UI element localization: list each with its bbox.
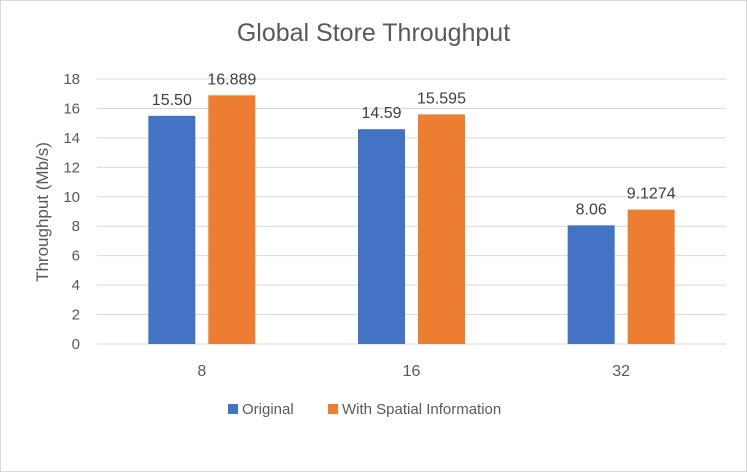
y-tick-label: 18	[63, 71, 80, 88]
y-tick-label: 0	[72, 336, 80, 353]
bar-spatial-32	[627, 209, 675, 344]
legend-label: With Spatial Information	[342, 401, 501, 418]
y-tick-label: 10	[63, 189, 80, 206]
x-tick-label: 32	[612, 363, 630, 380]
x-tick-label: 16	[403, 363, 421, 380]
chart-title: Global Store Throughput	[236, 19, 511, 47]
x-tick-labels: 8 16 32	[197, 363, 630, 380]
data-label: 8.06	[576, 201, 607, 218]
bar-original-8	[148, 115, 196, 344]
bar-spatial-8	[208, 95, 256, 345]
bar-original-16	[358, 129, 405, 344]
legend: Original With Spatial Information	[228, 401, 501, 418]
y-tick-label: 12	[63, 159, 80, 176]
data-label: 9.1274	[627, 186, 676, 203]
legend-label: Original	[242, 401, 294, 418]
data-label: 15.595	[417, 90, 466, 107]
legend-swatch	[228, 404, 238, 414]
bar-original-32	[567, 225, 615, 344]
y-tick-label: 8	[72, 218, 80, 235]
y-axis-label: Throughput (Mb/s)	[33, 142, 52, 282]
y-tick-label: 2	[72, 307, 80, 324]
grid-lines	[97, 78, 726, 345]
bar-spatial-16	[418, 114, 465, 344]
y-tick-labels: 0 2 4 6 8 10 12 14 16 18	[63, 71, 80, 353]
legend-swatch	[328, 404, 338, 414]
data-label: 14.59	[361, 105, 401, 122]
y-tick-label: 16	[63, 100, 80, 117]
data-labels: 15.50 16.889 14.59 15.595 8.06 9.1274	[152, 71, 676, 218]
y-tick-label: 14	[63, 130, 80, 147]
bars	[148, 95, 675, 345]
data-label: 16.889	[207, 71, 256, 88]
y-tick-label: 6	[72, 248, 80, 265]
y-tick-label: 4	[72, 277, 80, 294]
data-label: 15.50	[152, 92, 192, 109]
x-tick-label: 8	[197, 363, 206, 380]
